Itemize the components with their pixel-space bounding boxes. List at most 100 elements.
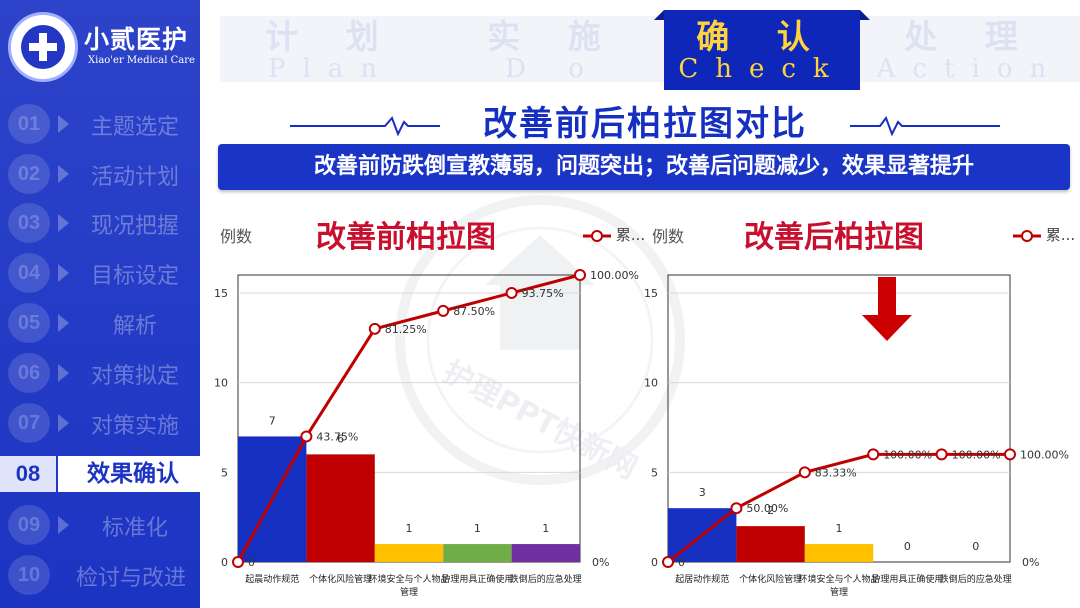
- chart2-bar-label: 2: [767, 504, 774, 517]
- logo-english: Xiao'er Medical Care: [88, 55, 195, 66]
- sidebar-item-06[interactable]: 06 对策拟定: [0, 353, 200, 393]
- chart1-y-tick: 5: [221, 466, 228, 479]
- chevron-right-icon: [58, 516, 69, 534]
- chart2-category-label: 起居动作规范: [675, 573, 729, 585]
- chart1-legend-marker-icon: [583, 229, 611, 242]
- chart2-category-label: 护理用具正确使用: [871, 573, 943, 585]
- chart2-y-tick: 5: [651, 466, 658, 479]
- chart2-down-arrow-head-icon: [862, 315, 912, 341]
- sidebar-item-label: 解析: [112, 314, 157, 339]
- sidebar-item-number: 09: [8, 505, 50, 545]
- chart2-cumulative-label: 83.33%: [815, 466, 857, 479]
- pdca-check-en: Check: [678, 54, 846, 84]
- chart2-bar-label: 3: [699, 486, 706, 499]
- chart1-cumulative-point: [300, 430, 313, 443]
- chart2-cumulative-label: 100.00%: [952, 448, 1001, 461]
- chart1-bar: [374, 544, 444, 562]
- chart1-category-label: 起晨动作规范: [245, 573, 299, 585]
- chart1-cumulative-line: [236, 273, 581, 563]
- heartbeat-line-left-icon: [290, 116, 440, 136]
- chart1-bar-label: 1: [406, 522, 413, 535]
- pdca-tab-do[interactable]: 实 施 D o: [442, 16, 664, 84]
- sidebar-item-label: 活动计划: [90, 165, 179, 190]
- chart2-cumulative-label: 50.00%: [746, 502, 788, 515]
- pdca-plan-cn: 计 划: [265, 17, 397, 56]
- chart2-cumulative-point: [935, 448, 948, 461]
- chart2-y-tick: 0: [651, 556, 658, 569]
- chart1-cumulative-point: [574, 269, 586, 281]
- sidebar-item-number: 01: [8, 104, 50, 144]
- sidebar-item-07[interactable]: 07 对策实施: [0, 403, 200, 443]
- pdca-tab-plan[interactable]: 计 划 Plan: [220, 16, 442, 84]
- chart2-ylabel: 例数: [652, 227, 685, 246]
- pdca-action-cn: 处 理: [904, 17, 1036, 56]
- chart1-y-tick: 10: [214, 377, 228, 390]
- chart2-bar-label: 0: [904, 540, 911, 553]
- sidebar-item-number: 03: [8, 203, 50, 243]
- sidebar-item-04[interactable]: 04 目标设定: [0, 253, 200, 293]
- sidebar-item-05[interactable]: 05 解析: [0, 303, 200, 343]
- chart1-category-label: 个体化风险管理: [309, 573, 372, 585]
- chart1-bar-label: 1: [542, 522, 549, 535]
- chart1-cumulative-label: 43.75%: [316, 430, 358, 443]
- sidebar-item-number: 02: [8, 154, 50, 194]
- chart1-bar: [511, 544, 580, 562]
- chart1-category-label: 护理用具正确使用: [441, 573, 513, 585]
- sidebar-item-active[interactable]: 08 效果确认: [0, 456, 200, 492]
- sidebar-item-number: 10: [8, 555, 50, 595]
- chevron-right-icon: [58, 214, 69, 232]
- sidebar-item-number: 07: [8, 403, 50, 443]
- chart2-cumulative-line: [667, 452, 1010, 564]
- chart2-category-label: 个体化风险管理: [739, 573, 802, 585]
- chart2-bar: [804, 544, 874, 562]
- sidebar-item-number: 08: [0, 456, 56, 492]
- chevron-right-icon: [58, 364, 69, 382]
- sidebar-item-03[interactable]: 03 现况把握: [0, 203, 200, 243]
- sidebar-item-01[interactable]: 01 主题选定: [0, 104, 200, 144]
- pdca-do-en: D o: [505, 54, 601, 84]
- chart1-ylabel: 例数: [220, 227, 253, 246]
- chart2-bar: [736, 526, 805, 562]
- pdca-tab-action[interactable]: 处 理 Action: [860, 16, 1080, 84]
- chevron-right-icon: [58, 264, 69, 282]
- chart1-bar-label: 1: [474, 522, 481, 535]
- chart2-category-label-cont: 管理: [830, 586, 848, 598]
- chart2-legend-marker-icon: [1013, 229, 1041, 242]
- watermark: 护理PPT快新网: [395, 195, 685, 486]
- chart1-category-label: 跌倒后的应急处理: [510, 573, 582, 585]
- chart2-y-tick: 10: [644, 377, 658, 390]
- pdca-plan-en: Plan: [267, 54, 395, 84]
- chart2-cumulative-label: 0: [678, 556, 685, 569]
- watermark-house-icon: [485, 235, 595, 285]
- sidebar-item-number: 04: [8, 253, 50, 293]
- logo: 小贰医护 Xiao'er Medical Care: [8, 8, 200, 82]
- chart2-bar-label: 1: [836, 522, 843, 535]
- sidebar-item-label: 对策实施: [90, 414, 179, 439]
- chart1-title: 改善前柏拉图: [316, 220, 496, 255]
- pdca-action-en: Action: [876, 54, 1064, 84]
- pdca-tab-check[interactable]: 确 认 Check: [654, 10, 870, 90]
- chart1-cumulative-label: 100.00%: [590, 269, 639, 282]
- chart2-category-label: 跌倒后的应急处理: [940, 573, 1012, 585]
- sidebar-item-09[interactable]: 09 标准化: [0, 505, 200, 545]
- chart1-y-tick: 15: [214, 287, 228, 300]
- chart2-cumulative-point: [798, 466, 811, 479]
- page-title: 改善前后柏拉图对比: [483, 104, 807, 144]
- chart2-cumulative-label: 100.00%: [1020, 448, 1069, 461]
- chart2-cumulative-point: [730, 502, 743, 515]
- sidebar-item-label: 主题选定: [90, 115, 179, 140]
- sidebar-item-number: 05: [8, 303, 50, 343]
- chevron-right-icon: [58, 165, 69, 183]
- chart1-cumulative-point: [368, 322, 381, 335]
- chart2-y2-tick-min: 0%: [1022, 556, 1039, 569]
- sidebar-item-02[interactable]: 02 活动计划: [0, 154, 200, 194]
- chart1-cumulative-point: [232, 556, 244, 568]
- chart1-plot: 0510150%7起晨动作规范6个体化风险管理1环境安全与个人物品管理1护理用具…: [214, 269, 639, 598]
- chart2-down-arrow-icon: [878, 277, 896, 315]
- chart1-bar: [306, 454, 375, 562]
- sidebar-item-10[interactable]: 10 检讨与改进: [0, 555, 200, 595]
- sidebar-item-label: 标准化: [101, 516, 168, 541]
- logo-name: 小贰医护: [84, 25, 189, 54]
- chart2-cumulative-point: [867, 448, 880, 461]
